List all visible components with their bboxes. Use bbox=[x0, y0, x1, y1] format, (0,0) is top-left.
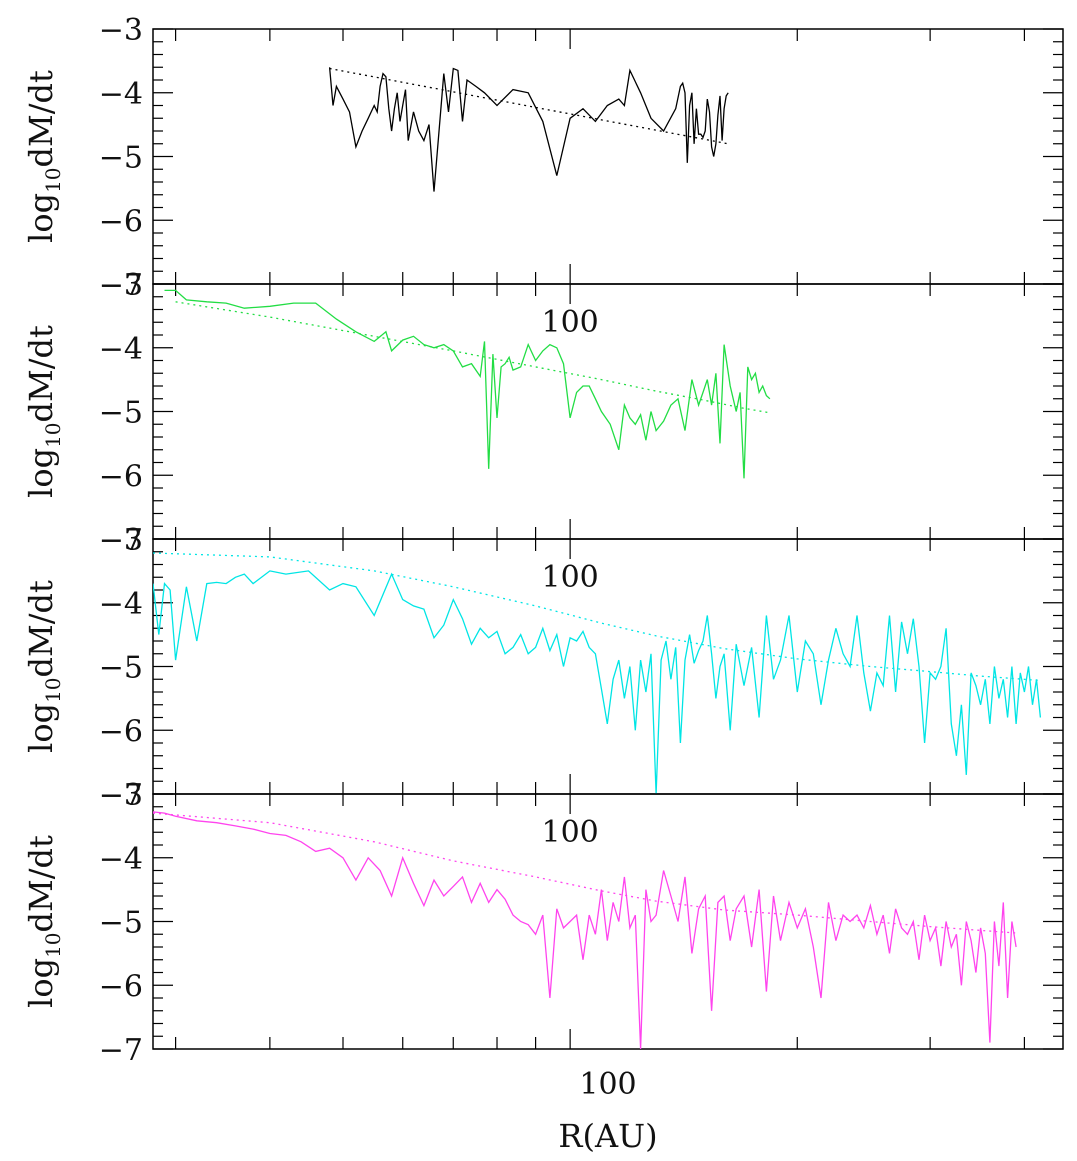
series-line bbox=[164, 289, 771, 479]
y-axis-title-subscript: 10 bbox=[41, 422, 65, 447]
panel-2: −3 −4 −5 −6 −7 log10dM/dt 100 bbox=[22, 268, 1064, 558]
y-axis-title: log10dM/dt bbox=[22, 325, 65, 498]
y-tick-label: −5 bbox=[99, 396, 143, 431]
y-axis-title-main: log bbox=[22, 448, 60, 498]
y-tick-label: −6 bbox=[99, 714, 143, 749]
y-axis-title-rest: dM/dt bbox=[22, 70, 60, 168]
y-tick-label: −7 bbox=[99, 268, 143, 303]
y-tick-label: −4 bbox=[99, 77, 143, 112]
panel-frame bbox=[152, 283, 1064, 540]
y-tick-label: −3 bbox=[99, 268, 143, 303]
y-tick-label: −5 bbox=[99, 141, 143, 176]
panel-4: −3 −4 −5 −6 −7 log10dM/dt 100 bbox=[22, 778, 1064, 1068]
y-axis-title-rest: dM/dt bbox=[22, 580, 60, 678]
y-axis-title: log10dM/dt bbox=[22, 580, 65, 753]
y-axis-title: log10dM/dt bbox=[22, 835, 65, 1008]
y-tick-label: −7 bbox=[99, 1033, 143, 1068]
y-tick-label: −3 bbox=[99, 523, 143, 558]
y-tick-label: −6 bbox=[99, 204, 143, 239]
y-tick-label: −7 bbox=[99, 778, 143, 813]
y-axis-title-rest: dM/dt bbox=[22, 325, 60, 423]
y-axis-title-rest: dM/dt bbox=[22, 835, 60, 933]
panel-3: −3 −4 −5 −6 −7 log10dM/dt 100 bbox=[22, 523, 1064, 813]
y-tick-label: −4 bbox=[99, 587, 143, 622]
y-tick-label: −3 bbox=[99, 13, 143, 48]
y-axis-title-main: log bbox=[22, 703, 60, 753]
x-tick-label: 100 bbox=[542, 815, 599, 850]
y-tick-label: −5 bbox=[99, 906, 143, 941]
panel-1: −3 −4 −5 −6 −7 log10dM/dt bbox=[22, 13, 1064, 303]
series-line bbox=[328, 67, 729, 192]
x-tick-label: 100 bbox=[542, 305, 599, 340]
fit-line bbox=[329, 67, 729, 145]
x-tick-label: 100 bbox=[542, 560, 599, 595]
y-tick-label: −7 bbox=[99, 523, 143, 558]
x-axis-title: R(AU) bbox=[558, 1117, 657, 1155]
y-axis-title-subscript: 10 bbox=[41, 932, 65, 957]
y-tick-label: −6 bbox=[99, 969, 143, 1004]
y-tick-label: −6 bbox=[99, 459, 143, 494]
y-tick-label: −5 bbox=[99, 651, 143, 686]
series-line bbox=[153, 811, 1017, 1049]
fit-line bbox=[153, 552, 1041, 682]
y-axis-title-subscript: 10 bbox=[41, 167, 65, 192]
x-tick-label: 100 bbox=[579, 1067, 636, 1102]
fit-line bbox=[153, 812, 1017, 934]
fit-line bbox=[175, 301, 771, 414]
y-axis-title-main: log bbox=[22, 958, 60, 1008]
panel-frame bbox=[152, 538, 1064, 795]
y-axis-title: log10dM/dt bbox=[22, 70, 65, 243]
y-axis-title-main: log bbox=[22, 193, 60, 243]
y-tick-label: −4 bbox=[99, 332, 143, 367]
panel-frame bbox=[152, 28, 1064, 285]
panels: −3−4−5−6−7log10dM/dt−3−4−5−6−7log10dM/dt… bbox=[22, 13, 1064, 1068]
y-axis-title-subscript: 10 bbox=[41, 677, 65, 702]
y-tick-label: −3 bbox=[99, 778, 143, 813]
y-tick-label: −4 bbox=[99, 842, 143, 877]
series-line bbox=[153, 570, 1042, 794]
